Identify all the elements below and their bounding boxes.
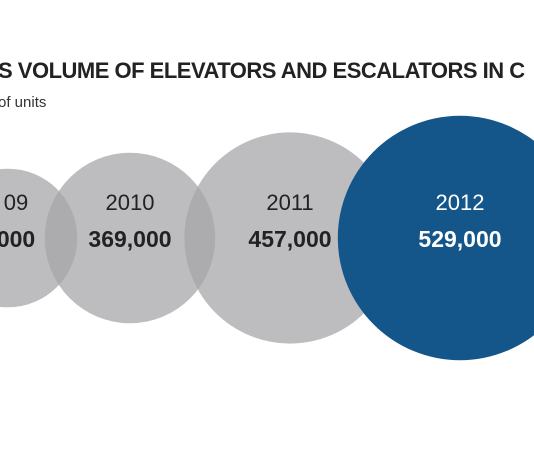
value-label: 369,000	[88, 226, 171, 252]
category-label: 2011	[266, 190, 313, 215]
value-label: 457,000	[248, 226, 331, 252]
chart-subtitle: of units	[0, 94, 46, 111]
chart-title: S VOLUME OF ELEVATORS AND ESCALATORS IN …	[0, 58, 525, 83]
category-label: 2010	[106, 190, 155, 215]
bubble	[44, 152, 216, 324]
bubble	[337, 115, 534, 361]
category-label: 2012	[436, 190, 485, 215]
value-label: 529,000	[418, 226, 501, 252]
value-label: 000	[0, 226, 35, 252]
category-label: 09	[4, 190, 28, 215]
bubble	[184, 132, 396, 344]
